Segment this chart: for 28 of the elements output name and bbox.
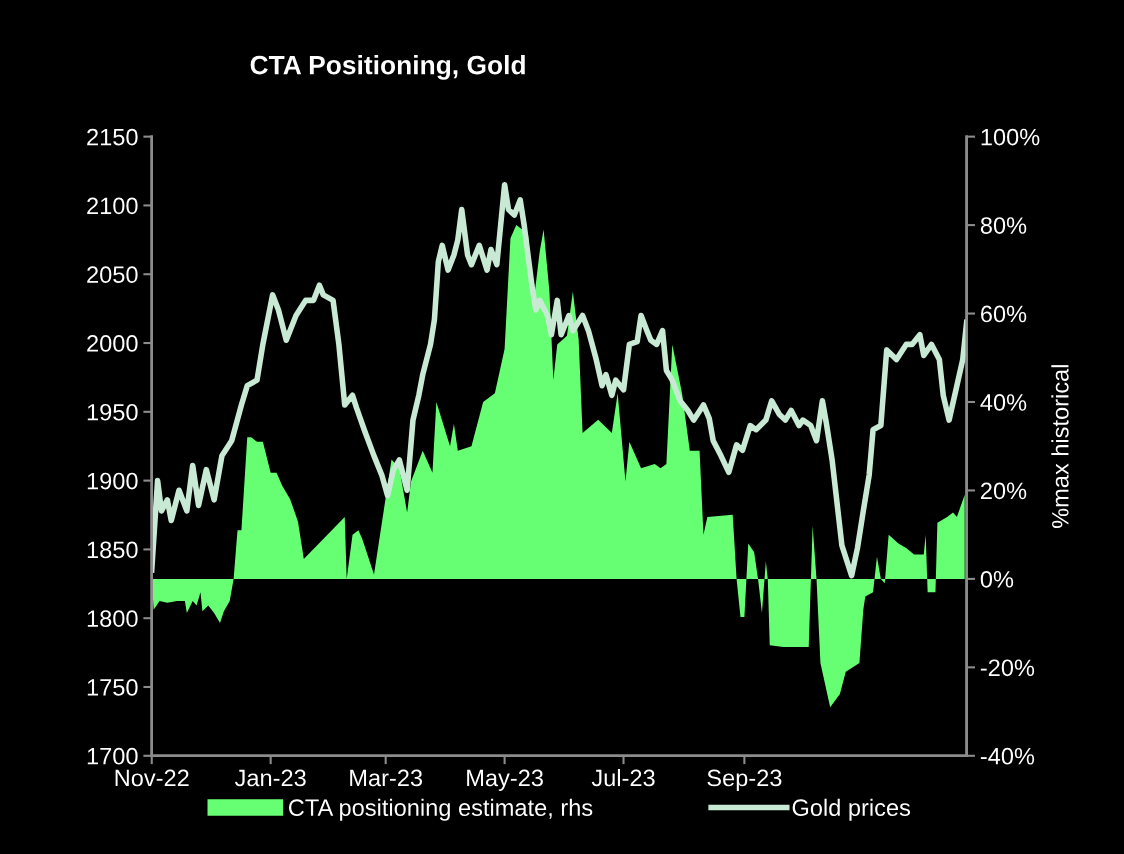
y-tick-label: 2050 bbox=[87, 266, 138, 284]
y2-tick-label: 0% bbox=[980, 570, 1014, 588]
y2-tick-label: -20% bbox=[980, 659, 1035, 677]
y2-axis-title: %max historical bbox=[1051, 365, 1069, 529]
x-tick-label: Sep-23 bbox=[707, 769, 782, 791]
legend-label: CTA positioning estimate, rhs bbox=[288, 798, 593, 821]
y-tick-label: 2150 bbox=[87, 128, 138, 146]
legend-label: Gold prices bbox=[792, 798, 911, 821]
y-tick-label: 1950 bbox=[87, 403, 138, 421]
y2-tick-label: 40% bbox=[980, 394, 1027, 411]
x-tick-label: Jul-23 bbox=[591, 768, 655, 787]
x-tick-label: Mar-23 bbox=[350, 769, 423, 787]
y2-tick-label: 60% bbox=[981, 305, 1027, 323]
x-tick-label: Nov-22 bbox=[115, 769, 189, 787]
y-tick-label: 1800 bbox=[87, 610, 138, 627]
y-tick-label: 2000 bbox=[87, 335, 138, 352]
x-tick-label: Jan-23 bbox=[234, 769, 306, 787]
y2-tick-label: 20% bbox=[981, 482, 1027, 500]
y2-tick-label: -40% bbox=[980, 747, 1035, 765]
y-tick-label: 1750 bbox=[87, 679, 138, 696]
y-tick-label: 2100 bbox=[87, 197, 138, 215]
y-tick-label: 1850 bbox=[87, 541, 138, 559]
y-tick-label: 1900 bbox=[87, 472, 138, 490]
y2-tick-label: 100% bbox=[981, 128, 1040, 146]
y-tick-label: 1700 bbox=[87, 747, 138, 765]
x-tick-label: May-23 bbox=[467, 769, 543, 791]
chart-title: CTA Positioning, Gold bbox=[250, 55, 525, 80]
y2-tick-label: 80% bbox=[980, 217, 1027, 234]
